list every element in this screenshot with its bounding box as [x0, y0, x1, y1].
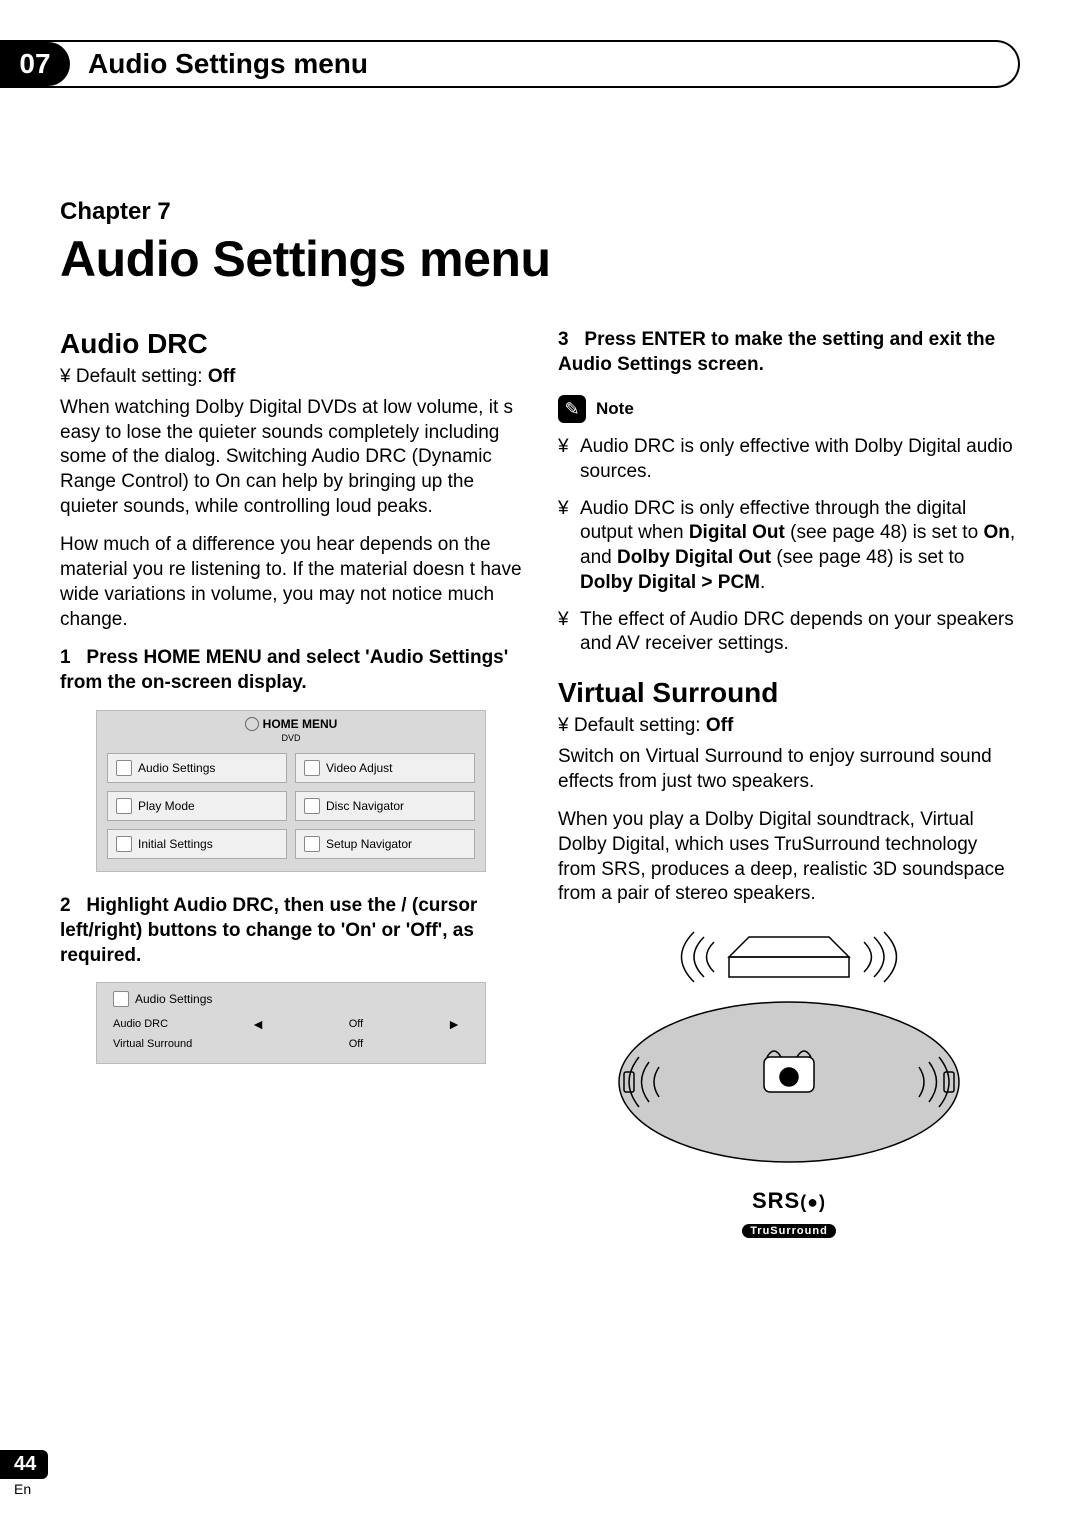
audio-settings-icon — [116, 760, 132, 776]
setting-row-audio-drc[interactable]: Audio DRC ◄ Off ► — [107, 1013, 475, 1035]
home-menu-title: HOME MENU — [97, 711, 485, 734]
default-setting-vs: ¥ Default setting: Off — [558, 715, 1020, 737]
setting-label: Audio DRC — [113, 1018, 243, 1030]
menu-label: Audio Settings — [138, 761, 215, 775]
language-label: En — [14, 1481, 48, 1497]
page-title: Audio Settings menu — [60, 230, 1020, 288]
menu-item-video-adjust[interactable]: Video Adjust — [295, 753, 475, 783]
disc-navigator-icon — [304, 798, 320, 814]
page-number: 44 — [0, 1450, 48, 1479]
setting-value: Off — [273, 1038, 439, 1050]
home-menu-panel: HOME MENU DVD Audio Settings Video Adjus… — [96, 710, 486, 873]
t: Digital Out — [689, 522, 785, 543]
disc-icon — [245, 717, 259, 731]
menu-label: Disc Navigator — [326, 799, 404, 813]
vs-default-prefix: ¥ Default setting: — [558, 715, 706, 736]
chapter-block: Chapter 7 Audio Settings menu — [60, 198, 1020, 288]
home-menu-grid: Audio Settings Video Adjust Play Mode Di… — [97, 749, 485, 871]
t: (see page 48) is set to — [771, 547, 964, 568]
step-1-number: 1 — [60, 647, 71, 668]
menu-item-setup-navigator[interactable]: Setup Navigator — [295, 829, 475, 859]
right-column: 3 Press ENTER to make the setting and ex… — [558, 328, 1020, 1250]
step-2: 2 Highlight Audio DRC, then use the / (c… — [60, 894, 522, 968]
section-virtual-surround: Virtual Surround — [558, 677, 1020, 709]
t: Dolby Digital Out — [617, 547, 771, 568]
setting-row-virtual-surround[interactable]: Virtual Surround Off — [107, 1035, 475, 1053]
initial-settings-icon — [116, 836, 132, 852]
section-audio-drc: Audio DRC — [60, 328, 522, 360]
drc-paragraph-2: How much of a difference you hear depend… — [60, 533, 522, 632]
note-item-3: The effect of Audio DRC depends on your … — [558, 608, 1020, 657]
note-label: Note — [596, 399, 634, 419]
step-1-text: Press HOME MENU and select 'Audio Settin… — [60, 647, 508, 693]
menu-item-play-mode[interactable]: Play Mode — [107, 791, 287, 821]
note-item-2: Audio DRC is only effective through the … — [558, 497, 1020, 596]
menu-label: Setup Navigator — [326, 837, 412, 851]
vs-paragraph-1: Switch on Virtual Surround to enjoy surr… — [558, 745, 1020, 794]
t: (see page 48) is set to — [785, 522, 984, 543]
audio-settings-title-text: Audio Settings — [135, 992, 212, 1006]
menu-item-audio-settings[interactable]: Audio Settings — [107, 753, 287, 783]
step-2-text-a: Highlight Audio DRC, then use the — [86, 895, 396, 916]
arrow-right-icon: ► — [439, 1016, 469, 1032]
arrow-left-icon: ◄ — [243, 1016, 273, 1032]
content-columns: Audio DRC ¥ Default setting: Off When wa… — [60, 328, 1020, 1250]
page-footer: 44 En — [0, 1450, 48, 1497]
setting-value: Off — [273, 1018, 439, 1030]
audio-settings-title: Audio Settings — [107, 989, 475, 1013]
menu-item-initial-settings[interactable]: Initial Settings — [107, 829, 287, 859]
t: Dolby Digital > PCM — [580, 572, 760, 593]
note-header: ✎ Note — [558, 395, 1020, 423]
vs-paragraph-2: When you play a Dolby Digital soundtrack… — [558, 808, 1020, 907]
step-3-number: 3 — [558, 329, 569, 350]
header-title: Audio Settings menu — [88, 48, 368, 80]
chapter-label: Chapter 7 — [60, 198, 1020, 226]
chapter-number-badge: 07 — [0, 42, 70, 86]
setting-label: Virtual Surround — [113, 1038, 243, 1050]
drc-paragraph-1: When watching Dolby Digital DVDs at low … — [60, 396, 522, 519]
default-setting-drc: ¥ Default setting: Off — [60, 366, 522, 388]
srs-text: SRS — [752, 1188, 800, 1213]
note-list: Audio DRC is only effective with Dolby D… — [558, 435, 1020, 657]
note-icon: ✎ — [558, 395, 586, 423]
home-menu-title-text: HOME MENU — [263, 717, 338, 731]
video-adjust-icon — [304, 760, 320, 776]
page-header: 07 Audio Settings menu — [0, 40, 1020, 88]
t: On — [983, 522, 1009, 543]
vs-default-value: Off — [706, 715, 733, 736]
menu-label: Play Mode — [138, 799, 195, 813]
step-2-number: 2 — [60, 895, 71, 916]
home-menu-sub: DVD — [97, 733, 485, 749]
srs-logo: SRS(●) TruSurround — [599, 1188, 979, 1240]
left-column: Audio DRC ¥ Default setting: Off When wa… — [60, 328, 522, 1250]
step-3-text: Press ENTER to make the setting and exit… — [558, 329, 995, 375]
menu-item-disc-navigator[interactable]: Disc Navigator — [295, 791, 475, 821]
setup-navigator-icon — [304, 836, 320, 852]
t: . — [760, 572, 765, 593]
note-item-1: Audio DRC is only effective with Dolby D… — [558, 435, 1020, 484]
default-prefix: ¥ Default setting: — [60, 366, 208, 387]
menu-label: Video Adjust — [326, 761, 393, 775]
default-value: Off — [208, 366, 235, 387]
audio-settings-panel: Audio Settings Audio DRC ◄ Off ► Virtual… — [96, 982, 486, 1064]
play-mode-icon — [116, 798, 132, 814]
audio-settings-icon — [113, 991, 129, 1007]
step-1: 1 Press HOME MENU and select 'Audio Sett… — [60, 646, 522, 695]
srs-subtext: TruSurround — [742, 1224, 836, 1238]
surround-diagram: SRS(●) TruSurround — [599, 927, 979, 1240]
menu-label: Initial Settings — [138, 837, 213, 851]
step-3: 3 Press ENTER to make the setting and ex… — [558, 328, 1020, 377]
surround-svg — [599, 927, 979, 1167]
